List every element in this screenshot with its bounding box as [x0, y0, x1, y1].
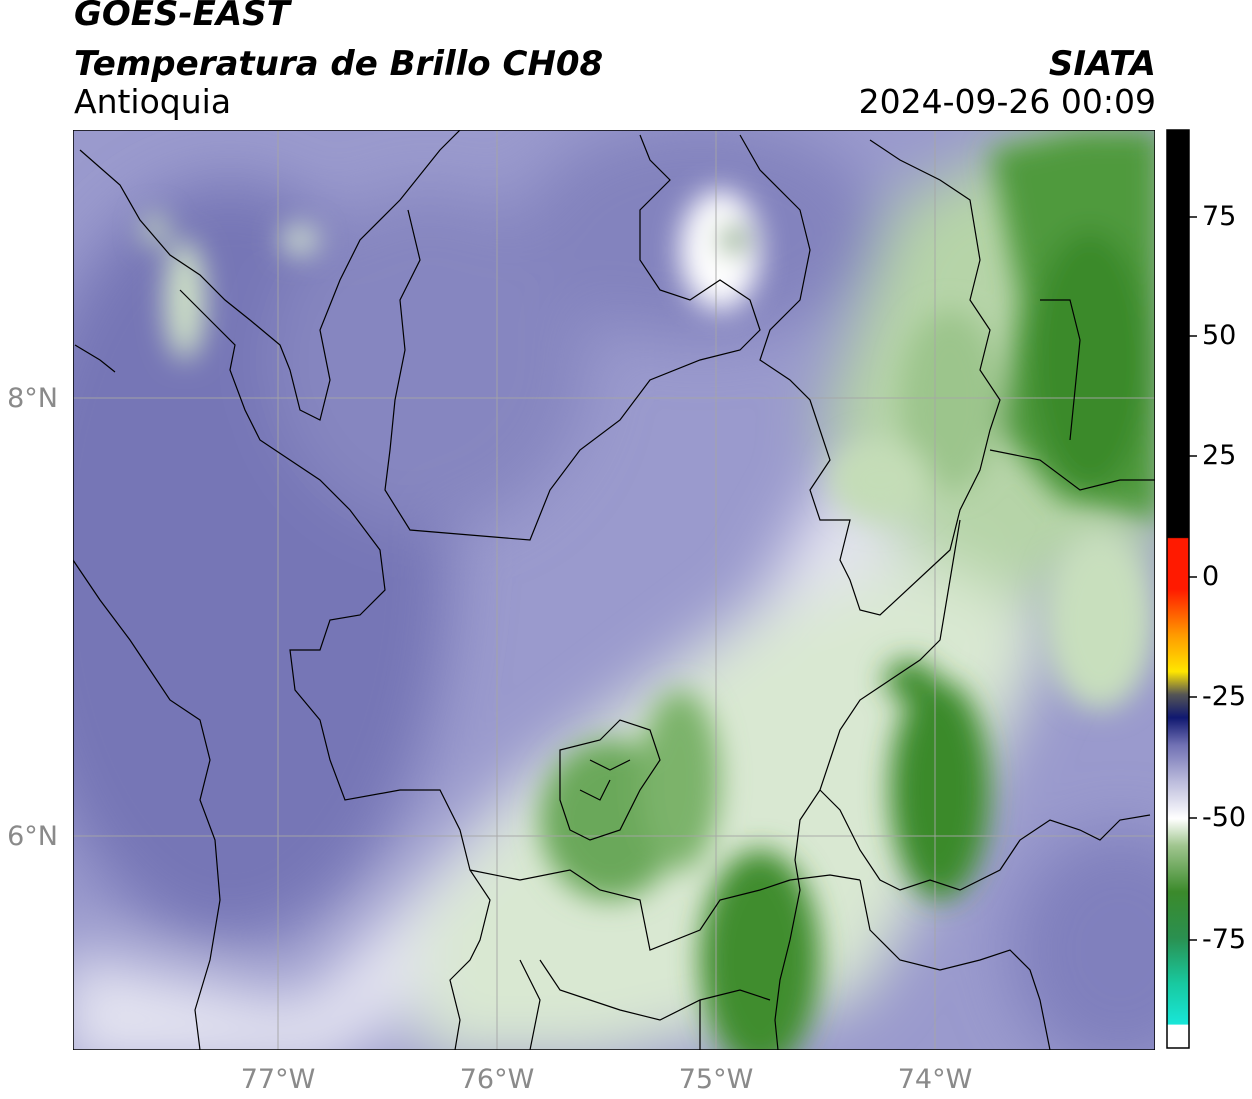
colorbar-tick-50: 50: [1202, 320, 1237, 351]
longitude-label-75w: 75°W: [678, 1064, 754, 1095]
longitude-label-74w: 74°W: [897, 1064, 973, 1095]
longitude-label-77w: 77°W: [240, 1064, 316, 1095]
colorbar: [1166, 129, 1197, 1049]
colorbar-tick-0: 0: [1202, 561, 1220, 592]
satellite-title: GOES-EAST: [74, 0, 290, 34]
colorbar-tick-75: 75: [1202, 201, 1237, 232]
timestamp-label: 2024-09-26 00:09: [858, 82, 1156, 121]
colorbar-tick-25: 25: [1202, 440, 1237, 471]
organization-label: SIATA: [1048, 44, 1156, 84]
colorbar-tick-minus50: -50: [1202, 802, 1247, 833]
product-title: Temperatura de Brillo CH08: [74, 44, 604, 84]
colorbar-tick-minus75: -75: [1202, 924, 1247, 955]
colorbar-tick-minus25: -25: [1202, 681, 1247, 712]
region-label: Antioquia: [74, 82, 232, 121]
longitude-label-76w: 76°W: [459, 1064, 535, 1095]
temperature-field: [73, 130, 1155, 1050]
latitude-label-8n: 8°N: [7, 383, 58, 414]
latitude-label-6n: 6°N: [7, 821, 58, 852]
political-borders: [73, 130, 1155, 1050]
